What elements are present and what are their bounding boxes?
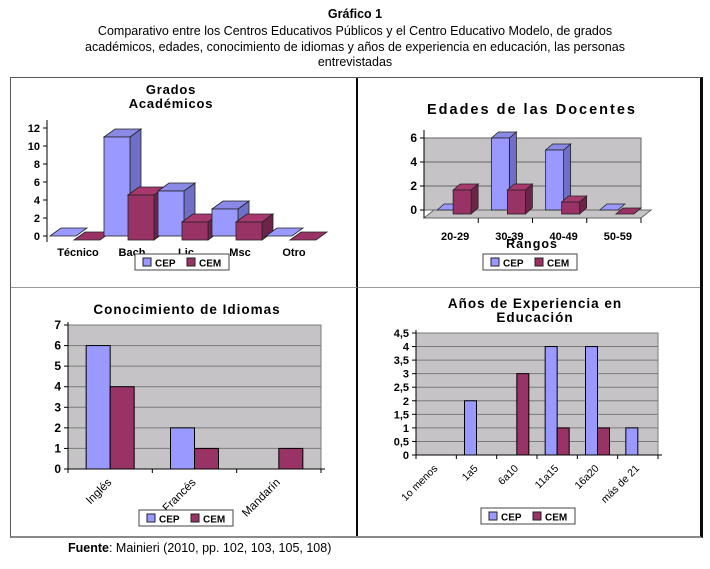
svg-text:Edades de las Docentes: Edades de las Docentes — [427, 102, 637, 118]
svg-text:Msc: Msc — [229, 247, 250, 259]
svg-text:Francés: Francés — [161, 476, 199, 514]
source-note: Fuente: Mainieri (2010, pp. 102, 103, 10… — [68, 541, 331, 555]
svg-text:Mandarín: Mandarín — [240, 477, 283, 520]
svg-text:40-49: 40-49 — [550, 231, 578, 243]
svg-text:6a10: 6a10 — [496, 463, 521, 488]
svg-text:Grados: Grados — [146, 82, 196, 97]
svg-text:6: 6 — [34, 177, 40, 189]
svg-text:20-29: 20-29 — [441, 231, 469, 243]
svg-text:CEM: CEM — [545, 513, 567, 524]
svg-text:8: 8 — [34, 159, 40, 171]
edades-docentes-svg: Edades de las Docentes 0 2 4 6 20-29 30-39 40-4… — [410, 102, 653, 271]
source-label: Fuente — [68, 541, 109, 555]
figure-subtitle: Comparativo entre los Centros Educativos… — [0, 24, 710, 71]
anos-experiencia-svg: Años de Experiencia enEducación00,511,52… — [394, 296, 662, 525]
svg-text:Otro: Otro — [282, 247, 306, 259]
svg-text:2: 2 — [54, 421, 61, 435]
figure-title: Gráfico 1 — [327, 7, 383, 21]
svg-text:CEP: CEP — [503, 259, 524, 270]
svg-text:4: 4 — [403, 342, 410, 354]
svg-text:0: 0 — [34, 231, 40, 243]
svg-text:6: 6 — [410, 131, 417, 145]
svg-text:Académicos: Académicos — [129, 96, 214, 111]
svg-text:0: 0 — [410, 203, 417, 217]
svg-text:CEP: CEP — [155, 259, 176, 270]
subtitle-line-3: entrevistadas — [317, 55, 393, 69]
svg-text:30-39: 30-39 — [495, 231, 523, 243]
svg-text:CEM: CEM — [203, 515, 225, 526]
svg-text:3,5: 3,5 — [394, 355, 409, 367]
svg-text:2: 2 — [403, 396, 409, 408]
svg-text:2,5: 2,5 — [394, 382, 409, 394]
svg-text:1o menos: 1o menos — [399, 463, 440, 504]
svg-text:CEM: CEM — [547, 259, 569, 270]
svg-text:CEP: CEP — [501, 513, 522, 524]
svg-text:Conocimiento de Idiomas: Conocimiento de Idiomas — [93, 302, 280, 317]
svg-text:Inglés: Inglés — [84, 476, 114, 506]
figure-header: Gráfico 1 Comparativo entre los Centros … — [0, 0, 710, 71]
svg-text:50-59: 50-59 — [604, 231, 632, 243]
svg-text:más de 21: más de 21 — [599, 463, 642, 506]
svg-text:Técnico: Técnico — [57, 247, 99, 259]
svg-text:0: 0 — [403, 450, 409, 462]
svg-text:4: 4 — [54, 380, 61, 394]
svg-text:1: 1 — [54, 441, 61, 455]
svg-text:0,5: 0,5 — [394, 436, 409, 448]
subtitle-line-2: académicos, edades, conocimiento de idio… — [85, 39, 625, 54]
svg-text:Años de Experiencia en: Años de Experiencia en — [448, 296, 622, 311]
cell-conocimiento-idiomas: Conocimiento de Idiomas 0 1 2 3 4 5 6 7 Inglés Fra… — [11, 288, 358, 536]
svg-text:Educación: Educación — [496, 310, 573, 325]
subtitle-line-1: Comparativo entre los Centros Educativos… — [97, 24, 613, 38]
chart-conocimiento-idiomas: Conocimiento de Idiomas 0 1 2 3 4 5 6 7 Inglés Fra… — [11, 288, 356, 536]
chart-grados-academicos: Grados Académicos 0 2 4 6 8 10 12 Técnico Bach Lic M… — [11, 78, 356, 287]
svg-text:CEP: CEP — [159, 515, 180, 526]
svg-text:2: 2 — [34, 213, 40, 225]
conocimiento-idiomas-svg: Conocimiento de Idiomas 0 1 2 3 4 5 6 7 Inglés Fra… — [54, 302, 325, 527]
svg-text:16a20: 16a20 — [572, 463, 601, 492]
svg-text:Rangos: Rangos — [506, 237, 558, 251]
svg-text:4,5: 4,5 — [394, 328, 409, 340]
svg-text:6: 6 — [54, 339, 61, 353]
svg-text:3: 3 — [403, 369, 409, 381]
svg-text:7: 7 — [54, 318, 61, 332]
svg-text:4: 4 — [410, 155, 417, 169]
svg-text:11a15: 11a15 — [533, 463, 562, 492]
cell-edades-docentes: Edades de las Docentes 0 2 4 6 20-29 30-39 40-4… — [358, 78, 700, 288]
chart-edades-docentes: Edades de las Docentes 0 2 4 6 20-29 30-39 40-4… — [358, 78, 700, 287]
svg-text:10: 10 — [28, 141, 40, 153]
cell-grados-academicos: Grados Académicos 0 2 4 6 8 10 12 Técnico Bach Lic M… — [11, 78, 358, 288]
svg-text:1a5: 1a5 — [460, 463, 481, 484]
svg-text:3: 3 — [54, 400, 61, 414]
svg-text:1: 1 — [403, 423, 409, 435]
chart-anos-experiencia: Años de Experiencia en Educación 0 0,5 1 1,5 2… — [358, 288, 700, 536]
svg-text:4: 4 — [34, 195, 41, 207]
svg-text:1,5: 1,5 — [394, 409, 409, 421]
cell-anos-experiencia: Años de Experiencia en Educación 0 0,5 1 1,5 2… — [358, 288, 700, 536]
svg-text:CEM: CEM — [199, 259, 221, 270]
source-text: : Mainieri (2010, pp. 102, 103, 105, 108… — [108, 541, 332, 555]
svg-text:12: 12 — [28, 123, 40, 135]
svg-text:2: 2 — [410, 179, 417, 193]
charts-grid: Grados Académicos 0 2 4 6 8 10 12 Técnico Bach Lic M… — [10, 77, 703, 538]
svg-text:0: 0 — [54, 462, 61, 476]
svg-text:5: 5 — [54, 359, 61, 373]
